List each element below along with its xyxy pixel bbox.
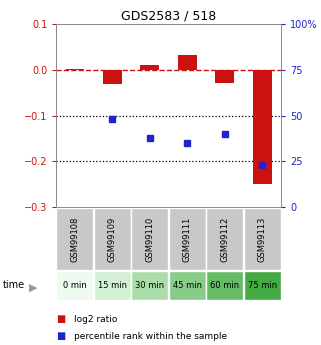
FancyBboxPatch shape: [56, 208, 93, 270]
Text: 30 min: 30 min: [135, 281, 164, 290]
Bar: [103, 70, 122, 83]
FancyBboxPatch shape: [94, 208, 131, 270]
Text: ▶: ▶: [30, 282, 38, 292]
FancyBboxPatch shape: [131, 271, 168, 300]
FancyBboxPatch shape: [169, 208, 206, 270]
Text: GSM99113: GSM99113: [258, 216, 267, 262]
Text: GSM99110: GSM99110: [145, 216, 154, 262]
Text: GSM99111: GSM99111: [183, 216, 192, 262]
FancyBboxPatch shape: [131, 208, 168, 270]
FancyBboxPatch shape: [244, 208, 281, 270]
Text: 60 min: 60 min: [210, 281, 239, 290]
Bar: [178, 55, 196, 70]
Text: GSM99109: GSM99109: [108, 216, 117, 262]
Text: 75 min: 75 min: [247, 281, 277, 290]
Text: 15 min: 15 min: [98, 281, 127, 290]
FancyBboxPatch shape: [169, 271, 206, 300]
Text: ■: ■: [56, 332, 65, 341]
Bar: [65, 69, 84, 70]
Text: GSM99112: GSM99112: [220, 216, 229, 262]
Text: log2 ratio: log2 ratio: [74, 315, 117, 324]
FancyBboxPatch shape: [244, 271, 281, 300]
Text: time: time: [3, 280, 25, 290]
Text: ■: ■: [56, 314, 65, 324]
FancyBboxPatch shape: [94, 271, 131, 300]
FancyBboxPatch shape: [56, 271, 93, 300]
FancyBboxPatch shape: [206, 208, 243, 270]
Text: 45 min: 45 min: [173, 281, 202, 290]
Title: GDS2583 / 518: GDS2583 / 518: [121, 10, 216, 23]
Text: 0 min: 0 min: [63, 281, 87, 290]
Text: percentile rank within the sample: percentile rank within the sample: [74, 332, 227, 341]
Text: GSM99108: GSM99108: [70, 216, 79, 262]
FancyBboxPatch shape: [206, 271, 243, 300]
Bar: [141, 65, 159, 70]
Bar: [253, 70, 272, 184]
Bar: [215, 70, 234, 83]
